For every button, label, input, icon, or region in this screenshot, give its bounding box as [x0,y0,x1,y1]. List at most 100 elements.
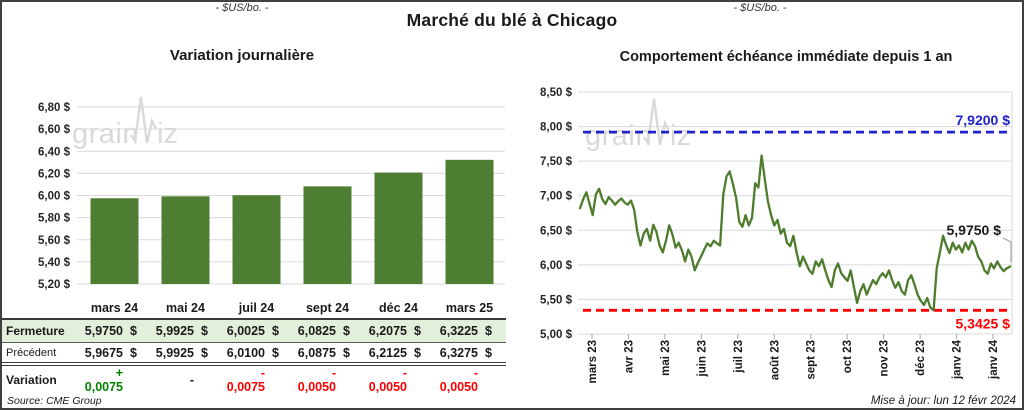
one-year-behaviour-panel: Comportement échéance immédiate depuis 1… [514,2,1022,408]
variation-value-cell: - 0,0050 [292,366,363,394]
x-tick-label: janv 24 [952,339,964,380]
bar [90,198,139,284]
source-note: Source: CME Group [7,395,102,407]
bar [445,159,494,284]
y-tick-label: 5,60 $ [38,235,71,247]
x-tick-label: mai 23 [660,340,672,376]
watermark-text: grain [72,118,139,150]
y-tick-label: 6,40 $ [38,146,71,158]
bar-chart-subtitle: - $US/bo. - [215,2,269,14]
support-label: 5,3425 $ [956,315,1011,331]
line-chart-title: Comportement échéance immédiate depuis 1… [619,49,953,65]
variation-value: - 0,0050 [297,366,336,394]
y-tick-label: 6,20 $ [38,168,71,180]
variation-value-cell: - 0,0075 [221,366,292,394]
x-tick-label: nov 23 [879,340,891,376]
month-cell: sept 24 [305,301,350,315]
variation-value-cell: - [150,373,221,387]
watermark-text: iz [670,120,691,152]
variation-value: - [189,373,194,387]
variation-value-cell: + 0,0075 [79,366,150,394]
y-tick-label: 6,50 $ [540,225,573,237]
y-tick-label: 7,50 $ [540,156,573,168]
price-value: 5,9675 [84,345,123,360]
line-chart-svg: 8,50 $ 8,00 $ 7,50 $ 7,00 $ 6,50 $ 6,00 $ 5,50… [540,87,1013,383]
update-note: Mise à jour: lun 12 févr 2024 [870,395,1016,407]
x-tick-label: déc 23 [915,340,927,376]
bar [303,186,352,284]
currency-symbol: $ [414,345,421,360]
y-tick-label: 5,20 $ [38,279,71,291]
fermeture-value-cell: 6,0825 $ [292,324,363,338]
month-cell: juil 24 [238,301,275,315]
price-value: 5,9925 [155,345,194,360]
y-tick-label: 6,60 $ [38,124,71,136]
currency-symbol: $ [485,324,492,338]
price-value: 6,3275 [439,345,478,360]
y-tick-label: 6,00 $ [540,260,573,272]
currency-symbol: $ [343,345,350,360]
fermeture-value-cell: 5,9750 $ [79,324,150,338]
y-tick-label: 5,80 $ [38,213,71,225]
resistance-label: 7,9200 $ [956,112,1011,128]
watermark-text: iz [157,118,178,150]
x-tick-label: juil 23 [733,340,745,374]
price-value: 6,0100 [226,345,265,360]
variation-value-cell: - 0,0050 [434,366,505,394]
variation-value: - 0,0075 [226,366,265,394]
currency-symbol: $ [130,345,137,360]
row-label-variation: Variation [6,373,57,387]
price-line [578,154,1012,312]
y-tick-label: 5,50 $ [540,294,573,306]
watermark-zigzag-icon [643,98,671,147]
price-value: 6,0825 [297,324,336,338]
watermark-text: grain [585,120,652,152]
precedent-value-cell: 5,9925 $ [150,346,221,360]
row-label-fermeture: Fermeture [6,324,65,338]
x-tick-label: juin 23 [696,340,708,377]
currency-symbol: $ [272,324,279,338]
price-value: 5,9750 [84,324,123,338]
x-tick-label: oct 23 [842,340,854,373]
y-tick-label: 8,50 $ [540,87,573,99]
currency-symbol: $ [343,324,350,338]
bar-chart-svg: 6,80 $ 6,60 $ 6,40 $ 6,20 $ 6,00 $ 5,80 $ 5,60… [38,96,505,291]
variation-value: - 0,0050 [368,366,407,394]
table-row-precedent: Précédent 5,9675 $ 5,9925 $ 6,0100 $ 6,0875… [2,343,506,366]
callout-line [1002,237,1012,263]
price-value: 6,0875 [297,345,336,360]
line-chart-subtitle: - $US/bo. - [733,2,787,14]
fermeture-value-cell: 5,9925 $ [150,324,221,338]
currency-symbol: $ [272,345,279,360]
price-value: 6,2125 [368,345,407,360]
x-tick-label: janv 24 [988,339,1000,380]
price-value: 6,2075 [368,324,407,338]
precedent-value-cell: 6,0100 $ [221,346,292,360]
precedent-value-cell: 6,2125 $ [363,346,434,360]
variation-value: + 0,0075 [84,366,123,394]
price-value: 6,0025 [226,324,265,338]
price-value: 6,3225 [439,324,478,338]
table-row-variation: Variation + 0,0075 - - 0,0075 - 0,0050 -… [2,366,506,394]
bar-chart-title: Variation journalière [169,47,315,64]
bar [161,196,210,284]
precedent-value-cell: 5,9675 $ [79,346,150,360]
fermeture-value-cell: 6,2075 $ [363,324,434,338]
variation-value: - 0,0050 [439,366,478,394]
x-tick-label: sept 23 [806,340,818,380]
currency-symbol: $ [414,324,421,338]
futures-table: mars 24 mai 24 juil 24 sept 24 déc 24 ma… [2,298,506,394]
month-cell: mai 24 [166,301,205,315]
x-tick-label: avr 23 [623,340,635,373]
bar [232,195,281,284]
precedent-value-cell: 6,3275 $ [434,346,505,360]
table-row-fermeture: Fermeture 5,9750 $ 5,9925 $ 6,0025 $ 6,0825… [2,320,506,343]
x-tick-label: mars 23 [587,340,599,383]
fermeture-value-cell: 6,3225 $ [434,324,505,338]
y-tick-label: 6,80 $ [38,102,71,114]
y-tick-label: 8,00 $ [540,122,573,134]
currency-symbol: $ [130,324,137,338]
daily-variation-panel: Variation journalière - $US/bo. - 6,80 $… [2,2,514,408]
month-cell: mars 25 [445,301,494,315]
